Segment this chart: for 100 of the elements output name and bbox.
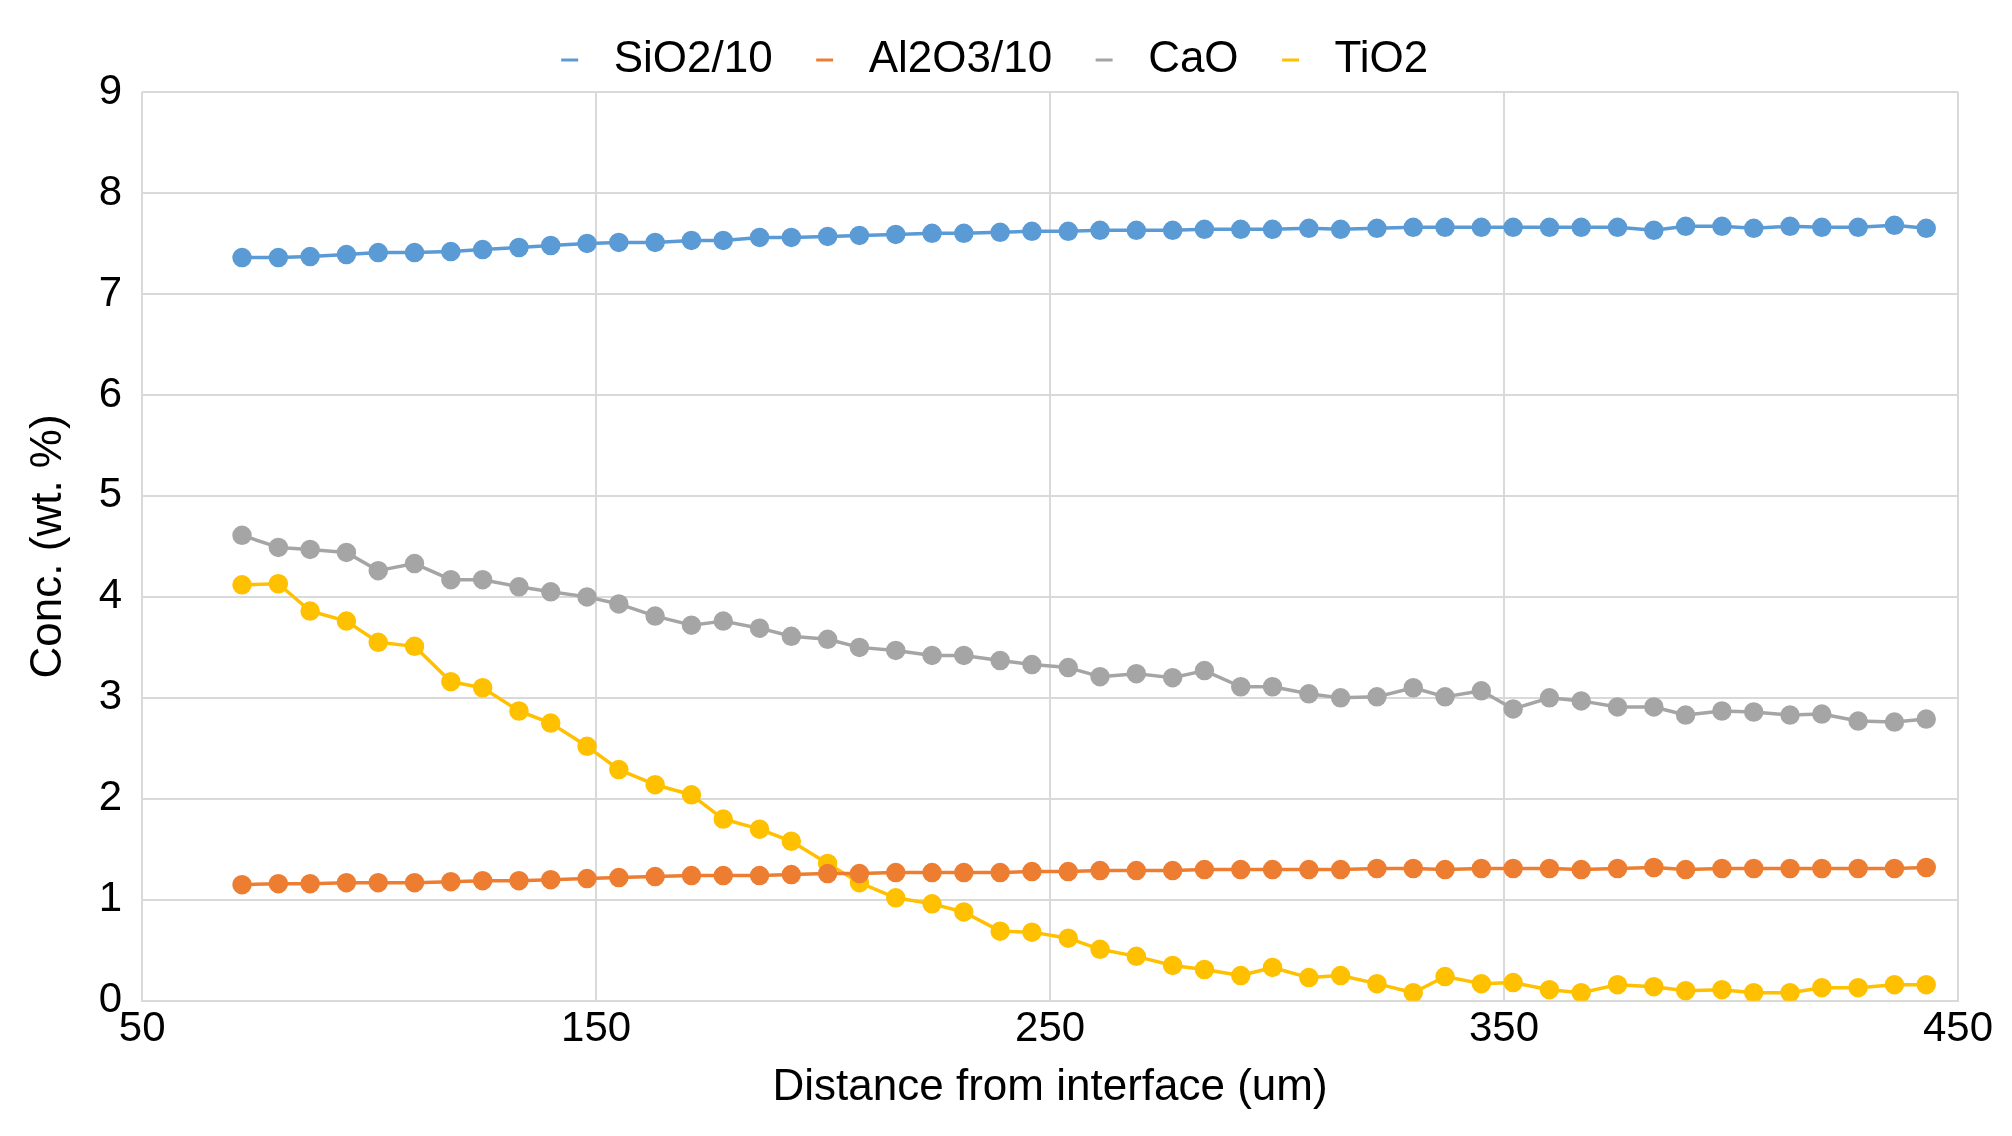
point: [1230, 965, 1251, 986]
point: [300, 539, 320, 560]
point: [509, 870, 529, 891]
point: [1058, 861, 1078, 882]
y-tick-label: 1: [98, 873, 123, 921]
point: [1262, 859, 1283, 880]
point: [1712, 216, 1732, 237]
point: [540, 713, 561, 733]
y-tick-label: 6: [98, 368, 123, 416]
point: [1812, 217, 1832, 238]
y-tick-label: 4: [98, 570, 123, 618]
point: [300, 873, 320, 894]
point: [472, 239, 493, 260]
point: [232, 575, 252, 595]
point: [1022, 221, 1042, 242]
point: [1812, 704, 1832, 724]
point: [1571, 217, 1591, 238]
point: [713, 865, 733, 886]
point: [1607, 858, 1628, 879]
point: [441, 241, 461, 262]
y-tick-label: 9: [98, 65, 123, 113]
point: [713, 809, 733, 829]
point: [1644, 220, 1664, 241]
point: [336, 611, 357, 631]
point: [954, 862, 974, 883]
point: [1022, 922, 1042, 942]
point: [645, 866, 665, 887]
point: [336, 872, 357, 893]
point: [540, 235, 561, 256]
legend-label: SiO2/10: [613, 32, 773, 82]
point: [1539, 217, 1560, 238]
point: [1090, 220, 1110, 241]
point: [990, 862, 1010, 883]
point: [232, 247, 252, 268]
point: [885, 888, 906, 908]
point: [1367, 218, 1387, 239]
point: [404, 636, 425, 657]
point: [1299, 859, 1319, 880]
point: [609, 594, 629, 614]
point: [1848, 217, 1868, 238]
point: [268, 537, 289, 558]
point: [645, 606, 665, 626]
point: [300, 246, 320, 267]
point: [1712, 979, 1732, 1000]
point: [232, 525, 252, 546]
point: [1471, 858, 1492, 879]
point: [368, 632, 388, 653]
point: [1299, 967, 1319, 988]
point: [1230, 677, 1251, 697]
point: [1675, 705, 1696, 725]
point: [1435, 217, 1455, 238]
point: [1743, 858, 1764, 879]
point: [713, 611, 733, 631]
point: [1090, 939, 1110, 960]
point: [1330, 965, 1351, 986]
point: [922, 862, 942, 883]
point: [609, 232, 629, 253]
point: [1780, 858, 1800, 879]
point: [609, 759, 629, 780]
point: [268, 247, 289, 268]
point: [849, 225, 870, 246]
point: [336, 542, 357, 563]
point: [1162, 860, 1183, 881]
point: [849, 637, 870, 658]
point: [1022, 861, 1042, 882]
point: [1090, 860, 1110, 881]
point: [681, 865, 702, 886]
point: [1644, 697, 1664, 717]
point: [681, 615, 702, 635]
point: [1503, 972, 1523, 993]
point: [268, 574, 289, 594]
point: [1058, 657, 1078, 678]
point: [990, 222, 1010, 243]
point: [1644, 976, 1664, 997]
point: [749, 865, 770, 886]
point: [1884, 858, 1905, 879]
legend-label: Al2O3/10: [868, 32, 1053, 82]
point: [1162, 220, 1183, 241]
y-tick-label: 8: [98, 166, 123, 214]
point: [990, 650, 1010, 671]
y-tick-label: 2: [98, 772, 123, 820]
point: [472, 569, 493, 590]
point: [404, 553, 425, 574]
x-tick-label: 150: [561, 1002, 632, 1050]
point: [1675, 859, 1696, 880]
point: [1299, 218, 1319, 239]
point: [577, 587, 597, 607]
point: [1884, 215, 1905, 236]
point: [781, 864, 802, 885]
point: [1743, 702, 1764, 722]
point: [1471, 217, 1492, 238]
point: [441, 671, 461, 692]
y-tick-label: 3: [98, 671, 123, 719]
point: [1058, 928, 1078, 948]
point: [1644, 857, 1664, 878]
point: [922, 645, 942, 666]
point: [817, 863, 838, 884]
point: [954, 902, 974, 922]
point: [1126, 860, 1147, 881]
point: [609, 867, 629, 888]
